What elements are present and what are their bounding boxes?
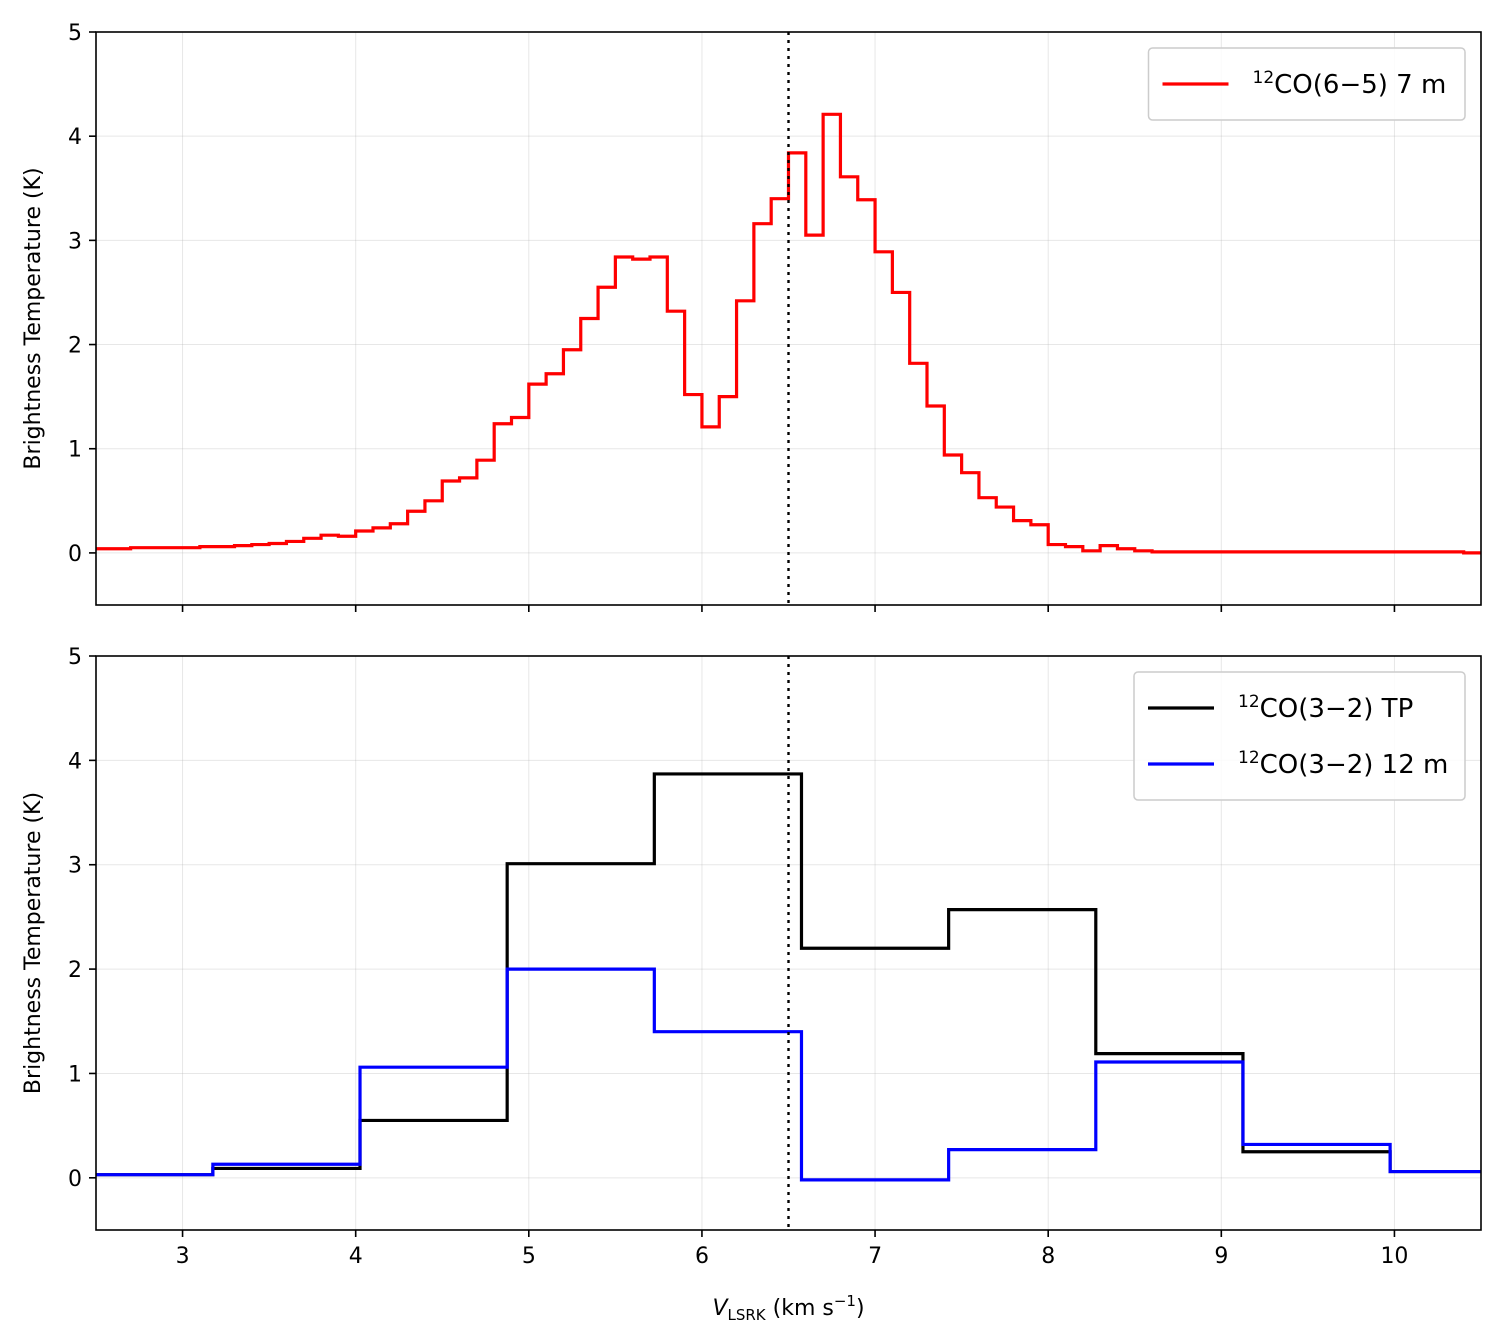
y-tick-label: 5 bbox=[68, 645, 82, 670]
top-ticks: 0 1 2 3 4 5 bbox=[68, 21, 1396, 612]
x-tick-label: 10 bbox=[1380, 1244, 1408, 1269]
y-tick-label: 0 bbox=[68, 542, 82, 567]
y-tick-label: 0 bbox=[68, 1167, 82, 1192]
legend-box bbox=[1133, 671, 1466, 801]
x-tick-label: 5 bbox=[522, 1244, 536, 1269]
bottom-ticks: 3 4 5 6 7 8 9 10 0 1 2 3 4 5 bbox=[68, 645, 1408, 1269]
bottom-axes-frame bbox=[95, 655, 1482, 1231]
top-panel: 0 1 2 3 4 5 Brightness Temperature (K) 12CO(6… bbox=[21, 21, 1482, 612]
y-tick-label: 4 bbox=[68, 125, 82, 150]
top-legend: 12CO(6−5) 7 m bbox=[1147, 47, 1466, 121]
y-tick-label: 4 bbox=[68, 749, 82, 774]
bottom-y-axis-label: Brightness Temperature (K) bbox=[21, 792, 46, 1094]
legend-box bbox=[1147, 47, 1466, 121]
top-axes-frame bbox=[95, 31, 1482, 606]
x-tick-label: 3 bbox=[176, 1244, 190, 1269]
x-axis-label: VLSRK (km s−1) bbox=[712, 1292, 864, 1324]
x-tick-label: 4 bbox=[349, 1244, 363, 1269]
bottom-legend: 12CO(3−2) TP 12CO(3−2) 12 m bbox=[1133, 671, 1466, 801]
legend-label-1: 12CO(3−2) 12 m bbox=[1238, 748, 1448, 780]
series-line-0 bbox=[96, 112, 1481, 555]
y-tick-label: 3 bbox=[68, 854, 82, 879]
bottom-plot-area bbox=[96, 656, 1481, 1230]
y-tick-label: 1 bbox=[68, 438, 82, 463]
x-tick-label: 7 bbox=[868, 1244, 882, 1269]
y-tick-label: 2 bbox=[68, 334, 82, 359]
x-tick-label: 9 bbox=[1214, 1244, 1228, 1269]
y-tick-label: 5 bbox=[68, 21, 82, 46]
y-tick-label: 1 bbox=[68, 1062, 82, 1087]
series-line-1 bbox=[96, 967, 1481, 1182]
x-tick-label: 6 bbox=[695, 1244, 709, 1269]
top-plot-area bbox=[96, 32, 1481, 605]
top-y-axis-label: Brightness Temperature (K) bbox=[21, 167, 46, 469]
bottom-panel: 3 4 5 6 7 8 9 10 0 1 2 3 4 5 Brightness Temperature (… bbox=[21, 645, 1482, 1324]
legend-label-0: 12CO(3−2) TP bbox=[1238, 692, 1413, 724]
y-tick-label: 2 bbox=[68, 958, 82, 983]
y-tick-label: 3 bbox=[68, 229, 82, 254]
legend-label-0: 12CO(6−5) 7 m bbox=[1253, 68, 1447, 100]
series-line-0 bbox=[96, 772, 1481, 1177]
x-tick-label: 8 bbox=[1041, 1244, 1055, 1269]
